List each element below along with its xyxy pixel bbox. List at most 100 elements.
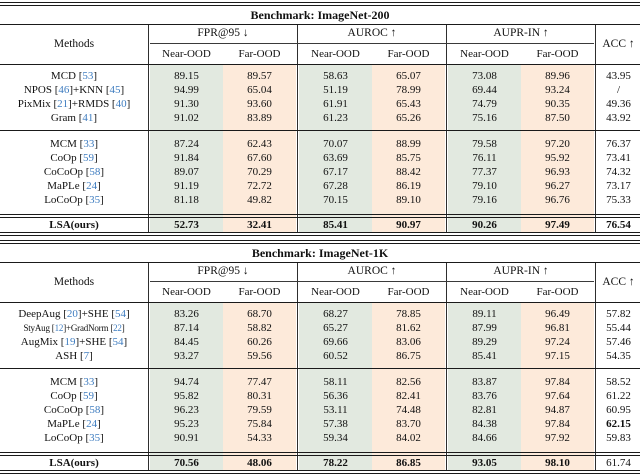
citation-link[interactable]: 53 <box>82 70 94 82</box>
metric-cell: 90.26 <box>472 219 497 231</box>
citation-link[interactable]: 22 <box>113 323 122 333</box>
metric-cell: 57.38 <box>323 418 348 430</box>
metric-cell: 87.50 <box>545 112 570 124</box>
citation-link[interactable]: 20 <box>66 308 78 320</box>
metric-cell: 65.26 <box>396 112 421 124</box>
metric-cell: 65.04 <box>247 84 272 96</box>
metric-cell: 79.58 <box>472 138 497 150</box>
column-group-fpr95: FPR@95 ↓ <box>197 265 249 277</box>
table-header: Methods FPR@95 ↓ AUROC ↑ AUPR-IN ↑ Near-… <box>0 262 640 302</box>
final-separator-rule-2 <box>0 217 640 218</box>
metric-cell: 70.29 <box>247 166 272 178</box>
metric-cell: 82.56 <box>396 376 421 388</box>
metric-cell: 91.02 <box>174 112 199 124</box>
metric-cell: 83.06 <box>396 336 421 348</box>
citation-link[interactable]: 35 <box>89 432 101 444</box>
method-cell: PixMix [21]+RMDS [40] <box>17 98 131 110</box>
table-top-rule-2 <box>0 243 640 244</box>
citation-link[interactable]: 59 <box>83 152 95 164</box>
method-cell: LSA(ours) <box>49 219 99 231</box>
column-divider <box>446 24 447 232</box>
method-cell: MCM [33] <box>50 138 98 150</box>
acc-cell: 43.92 <box>606 112 631 124</box>
metric-cell: 75.16 <box>472 112 497 124</box>
table-row: MCM [33] 94.74 77.47 58.11 82.56 83.87 97.84 58… <box>0 375 640 389</box>
metric-cell: 49.82 <box>247 194 272 206</box>
method-cell: CoOp [59] <box>50 390 98 402</box>
metric-cell: 48.06 <box>247 457 272 469</box>
citation-link[interactable]: 41 <box>82 112 94 124</box>
citation-link[interactable]: 12 <box>54 323 64 333</box>
metric-cell: 62.43 <box>247 138 272 150</box>
near-ood-column-bg <box>448 64 521 232</box>
metric-cell: 67.28 <box>323 180 348 192</box>
citation-link[interactable]: 58 <box>89 404 101 416</box>
citation-link[interactable]: 24 <box>86 418 98 430</box>
metric-cell: 89.10 <box>396 194 421 206</box>
citation-link[interactable]: 21 <box>57 98 69 110</box>
acc-cell: 49.36 <box>606 98 631 110</box>
table-body-section: DeepAug [20]+SHE [54] 83.26 68.70 68.27 78.8… <box>0 302 640 368</box>
citation-link[interactable]: 7 <box>83 350 90 362</box>
metric-cell: 83.87 <box>472 376 497 388</box>
table-row: MaPLe [24] 95.23 75.84 57.38 83.70 84.38 97.84… <box>0 417 640 431</box>
acc-cell: 58.52 <box>606 376 631 388</box>
acc-cell: 73.41 <box>606 152 631 164</box>
metric-cell: 96.23 <box>174 404 199 416</box>
method-cell: LoCoOp [35] <box>44 194 104 206</box>
acc-cell: 76.37 <box>606 138 631 150</box>
citation-link[interactable]: 19 <box>64 336 76 348</box>
metric-cell: 88.99 <box>396 138 421 150</box>
method-cell: MaPLe [24] <box>47 180 101 192</box>
citation-link[interactable]: 58 <box>89 166 101 178</box>
table-row: LSA(ours) 52.73 32.41 85.41 90.97 90.26 97.49 7… <box>0 218 640 232</box>
metric-cell: 94.74 <box>174 376 199 388</box>
citation-link[interactable]: 33 <box>83 138 95 150</box>
citation-link[interactable]: 46 <box>58 84 70 96</box>
citation-link[interactable]: 33 <box>83 376 95 388</box>
metric-cell: 91.19 <box>174 180 199 192</box>
metric-cell: 96.49 <box>545 308 570 320</box>
acc-cell: 55.44 <box>606 322 631 334</box>
column-divider <box>595 24 596 232</box>
method-cell: LSA(ours) <box>49 457 99 469</box>
citation-link[interactable]: 59 <box>83 390 95 402</box>
method-cell: NPOS [46]+KNN [45] <box>23 84 125 96</box>
metric-cell: 89.96 <box>545 70 570 82</box>
metric-cell: 90.97 <box>396 219 421 231</box>
metric-cell: 82.81 <box>472 404 497 416</box>
metric-cell: 93.05 <box>472 457 497 469</box>
metric-cell: 61.91 <box>323 98 348 110</box>
subheader-near-ood: Near-OOD <box>460 48 509 60</box>
table-bottom-rule-2 <box>0 235 640 236</box>
metric-cell: 79.16 <box>472 194 497 206</box>
methods-header: Methods <box>53 276 95 288</box>
table-row: LoCoOp [35] 81.18 49.82 70.15 89.10 79.16 96.7… <box>0 193 640 207</box>
table-row: CoOp [59] 95.82 80.31 56.36 82.41 83.76 97.64 6… <box>0 389 640 403</box>
metric-cell: 69.44 <box>472 84 497 96</box>
metric-cell: 68.70 <box>247 308 272 320</box>
column-divider <box>297 262 298 470</box>
subheader-near-ood: Near-OOD <box>311 286 360 298</box>
table-body-section: MCM [33] 87.24 62.43 70.07 88.99 79.58 97.20 76… <box>0 130 640 214</box>
citation-link[interactable]: 54 <box>112 336 124 348</box>
metric-cell: 94.87 <box>545 404 570 416</box>
header-separator-rule <box>0 302 640 303</box>
citation-link[interactable]: 35 <box>89 194 101 206</box>
citation-link[interactable]: 40 <box>115 98 127 110</box>
metric-cell: 97.92 <box>545 432 570 444</box>
column-group-fpr95: FPR@95 ↓ <box>197 27 249 39</box>
metric-cell: 85.41 <box>323 219 348 231</box>
citation-link[interactable]: 45 <box>109 84 121 96</box>
metric-cell: 60.52 <box>323 350 348 362</box>
metric-cell: 79.59 <box>247 404 272 416</box>
metric-cell: 90.35 <box>545 98 570 110</box>
citation-link[interactable]: 54 <box>114 308 126 320</box>
subheader-near-ood: Near-OOD <box>460 286 509 298</box>
metric-cell: 65.43 <box>396 98 421 110</box>
acc-cell: 54.35 <box>606 350 631 362</box>
citation-link[interactable]: 24 <box>86 180 98 192</box>
metric-cell: 77.47 <box>247 376 272 388</box>
metric-cell: 85.75 <box>396 152 421 164</box>
